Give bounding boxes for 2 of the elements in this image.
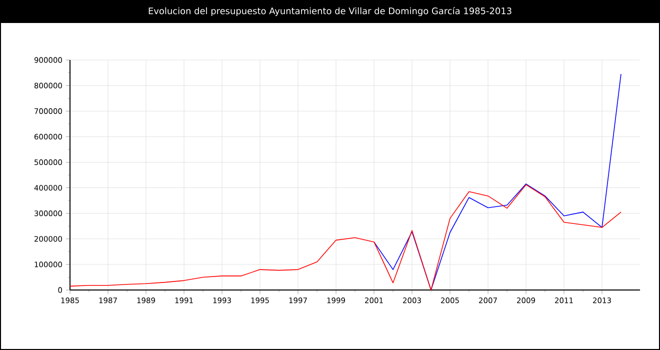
chart-title: Evolucion del presupuesto Ayuntamiento de Villar de Domingo García 1985-2013 — [148, 6, 512, 16]
line-series — [374, 74, 622, 290]
